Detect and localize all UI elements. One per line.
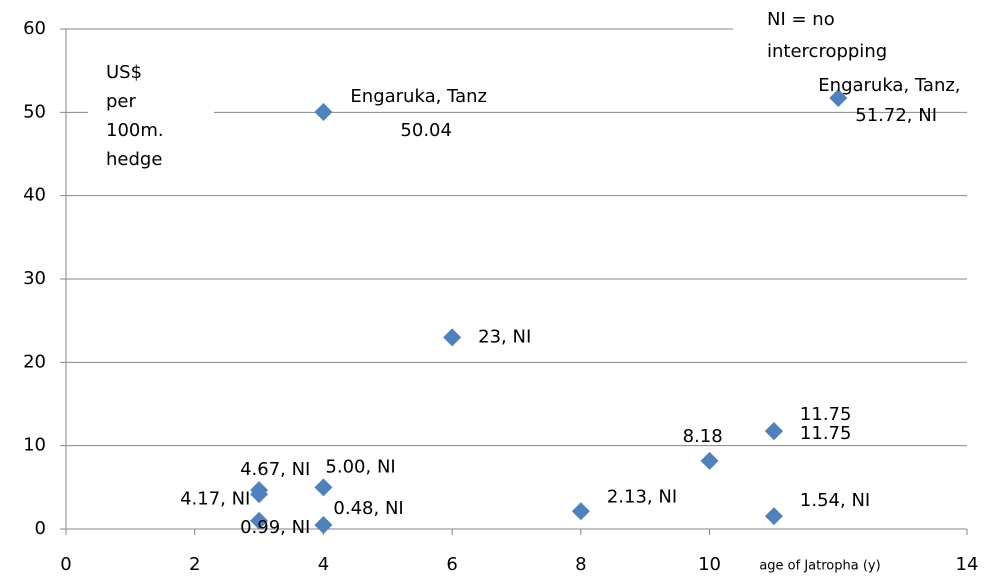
data-label: Engaruka, Tanz (350, 86, 487, 107)
data-label: 50.04 (400, 120, 452, 141)
x-tick-label: 0 (60, 554, 71, 575)
x-tick-label: 8 (575, 554, 586, 575)
data-label: 2.13, NI (607, 486, 677, 507)
y-tick-label: 60 (23, 18, 46, 39)
y-axis-label: 100m. (106, 120, 164, 141)
data-label: 23, NI (478, 326, 531, 347)
y-axis-label: US$ (106, 62, 142, 83)
x-tick-label: 14 (956, 554, 979, 575)
data-label: Engaruka, Tanz, (818, 75, 960, 96)
y-tick-label: 20 (23, 351, 46, 372)
data-label: 5.00, NI (325, 456, 395, 477)
x-tick-label: 10 (698, 554, 721, 575)
marker (443, 328, 462, 347)
annotation: NI = no (767, 9, 835, 30)
annotation-box (733, 0, 1000, 68)
marker (250, 511, 269, 530)
label-box (88, 52, 214, 182)
annotation: intercropping (767, 41, 887, 62)
data-label: 4.17, NI (180, 488, 250, 509)
y-tick-label: 30 (23, 268, 46, 289)
x-axis-label: age of Jatropha (y) (759, 559, 880, 574)
marker (250, 485, 269, 504)
data-label: 51.72, NI (855, 105, 937, 126)
y-axis-label: hedge (106, 149, 162, 170)
data-label: 1.54, NI (800, 490, 870, 511)
marker (700, 451, 719, 470)
y-axis-label: per (106, 91, 137, 112)
data-label: 4.67, NI (240, 459, 310, 480)
data-label: 11.75 (800, 404, 852, 425)
x-tick-label: 4 (318, 554, 329, 575)
marker (314, 103, 333, 121)
marker (764, 507, 783, 526)
marker (314, 516, 333, 534)
y-tick-label: 40 (23, 185, 46, 206)
marker (764, 422, 783, 441)
data-label: 0.48, NI (333, 498, 403, 519)
y-tick-label: 0 (35, 518, 46, 539)
marker (571, 502, 590, 521)
marker (314, 478, 333, 497)
y-tick-label: 10 (23, 435, 46, 456)
x-tick-label: 2 (189, 554, 200, 575)
x-tick-label: 6 (446, 554, 457, 575)
y-tick-label: 50 (23, 101, 46, 122)
marker (829, 89, 848, 107)
data-label: 0.99, NI (240, 517, 310, 538)
data-label: 11.75 (800, 423, 852, 444)
data-label: 8.18 (683, 426, 723, 447)
